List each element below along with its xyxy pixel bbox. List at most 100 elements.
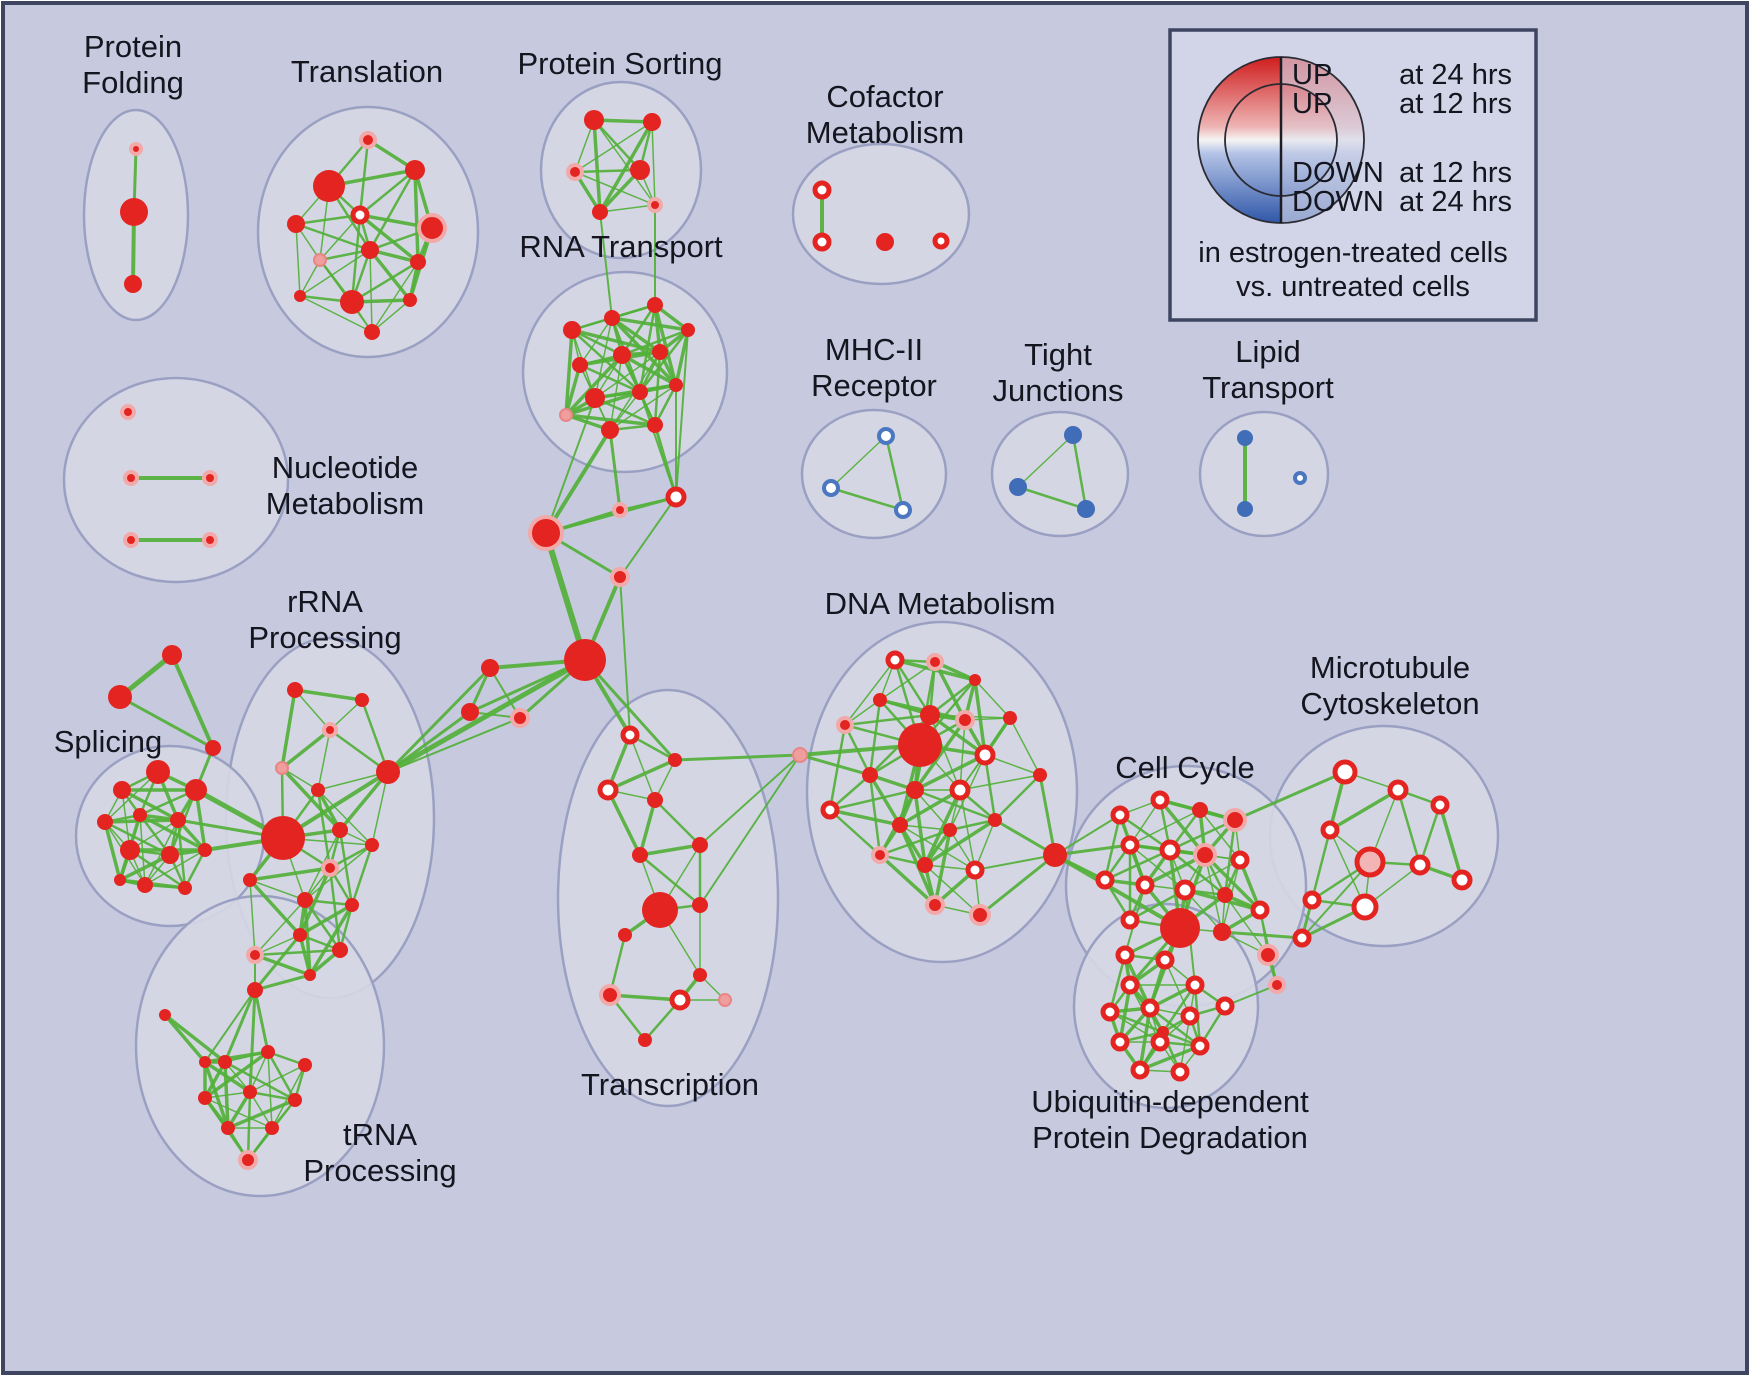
cluster-label-rrna: rRNA Processing <box>248 584 401 655</box>
network-node <box>1100 1002 1120 1022</box>
network-edge <box>599 211 613 319</box>
network-node <box>113 781 131 799</box>
network-node <box>202 470 218 486</box>
network-edge <box>163 1013 207 1064</box>
network-edge <box>878 828 952 857</box>
network-edge <box>358 213 420 264</box>
network-edge <box>204 1091 251 1099</box>
network-node <box>632 384 648 400</box>
network-edge <box>1108 953 1127 1014</box>
network-node <box>345 898 359 912</box>
network-edge <box>350 260 420 304</box>
network-node <box>1135 875 1155 895</box>
network-node <box>618 928 632 942</box>
legend-row-time: at 24 hrs <box>1399 186 1512 218</box>
cluster-ellipse-cm <box>791 142 971 286</box>
network-edge <box>619 496 677 578</box>
network-node <box>601 421 619 439</box>
network-node <box>812 180 832 200</box>
network-node <box>965 860 985 880</box>
network-node <box>114 874 126 886</box>
network-node <box>1150 790 1170 810</box>
network-edge <box>928 713 987 757</box>
network-edge <box>248 1090 297 1102</box>
cluster-label-cc: Cell Cycle <box>1115 750 1255 785</box>
network-edge <box>913 788 997 822</box>
network-node <box>350 205 370 225</box>
network-edge <box>929 714 961 791</box>
network-edge <box>387 717 521 773</box>
network-node <box>287 215 305 233</box>
cluster-label-nm: Nucleotide Metabolism <box>266 450 425 521</box>
network-node <box>925 895 945 915</box>
network-node <box>185 779 207 801</box>
network-edge <box>578 363 642 394</box>
network-edge <box>248 988 257 1094</box>
network-node <box>572 357 588 373</box>
legend-caption: vs. untreated cells <box>1236 271 1470 303</box>
network-node <box>632 847 648 863</box>
network-edge <box>573 168 642 174</box>
network-node <box>1064 426 1082 444</box>
network-node <box>792 747 808 763</box>
cluster-ellipse-mhc <box>800 408 948 540</box>
network-edge <box>593 119 656 206</box>
network-node <box>955 710 975 730</box>
cluster-label-tj: Tight Junctions <box>993 337 1124 408</box>
network-edge <box>299 295 373 333</box>
network-edge <box>543 530 588 663</box>
network-node <box>642 892 678 928</box>
network-edge <box>317 789 373 846</box>
network-node <box>1033 768 1047 782</box>
network-node <box>1292 928 1312 948</box>
network-node <box>108 685 132 709</box>
network-edge <box>1329 829 1366 908</box>
network-node <box>528 515 564 551</box>
network-node <box>926 653 944 671</box>
network-node <box>898 723 942 767</box>
network-edge <box>328 866 342 952</box>
network-node <box>120 198 148 226</box>
network-node <box>932 232 950 250</box>
network-edge <box>360 698 390 774</box>
network-edge <box>879 661 936 701</box>
network-node <box>647 792 663 808</box>
network-node <box>1332 759 1358 785</box>
network-edge <box>844 659 896 726</box>
network-edge <box>1396 788 1422 867</box>
network-node <box>974 744 996 766</box>
network-edge <box>638 303 657 394</box>
network-node <box>1174 879 1196 901</box>
network-edge <box>830 435 887 489</box>
legend-row-label: UP <box>1292 59 1332 91</box>
network-edge <box>118 853 172 882</box>
network-edge <box>923 818 997 867</box>
network-node <box>123 470 139 486</box>
network-edge <box>868 773 882 857</box>
network-node <box>1430 795 1450 815</box>
network-node <box>355 693 369 707</box>
network-node <box>668 753 682 767</box>
network-node <box>205 740 221 756</box>
network-node <box>949 779 971 801</box>
network-edge <box>1138 1044 1202 1072</box>
network-edge <box>673 753 802 762</box>
network-edge <box>303 898 342 952</box>
network-edge <box>294 213 362 226</box>
network-edge <box>253 948 342 957</box>
network-edge <box>651 121 656 206</box>
network-edge <box>338 828 354 907</box>
network-node <box>202 532 218 548</box>
network-edge <box>183 848 207 890</box>
network-node <box>403 293 417 307</box>
network-edge <box>358 138 370 217</box>
network-edge <box>544 428 612 535</box>
network-edge <box>1148 1006 1202 1048</box>
network-edge <box>974 679 1011 719</box>
network-edge <box>1223 818 1237 897</box>
network-edge <box>606 788 642 857</box>
network-node <box>597 779 619 801</box>
network-edge <box>570 328 624 357</box>
network-node <box>604 310 620 326</box>
